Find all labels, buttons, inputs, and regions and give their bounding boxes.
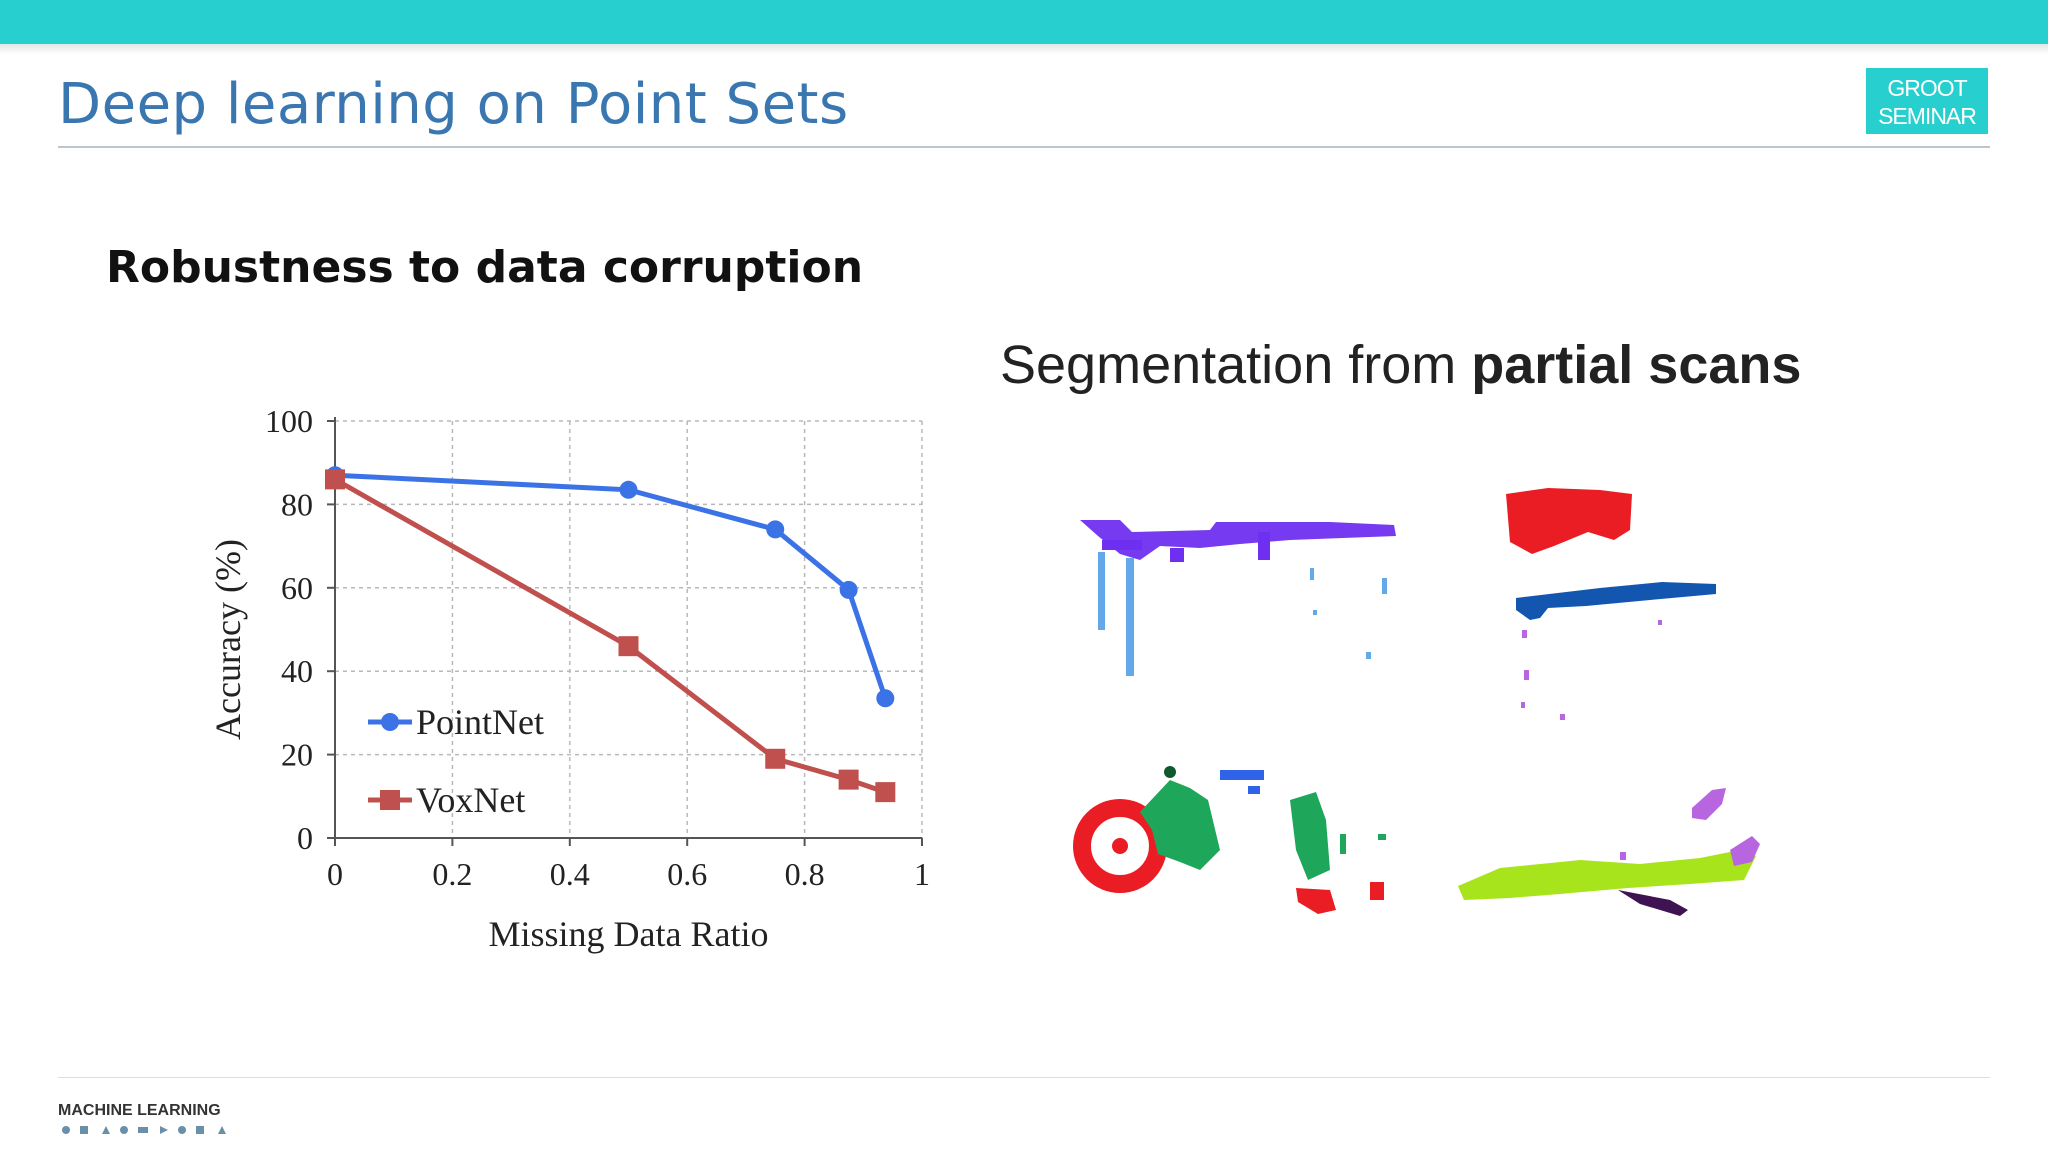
footer-divider — [58, 1077, 1990, 1078]
scan-table — [1080, 520, 1396, 676]
logo-text: MACHINE LEARNING — [58, 1102, 221, 1119]
y-axis-label: Accuracy (%) — [208, 539, 248, 740]
scan-chair — [1506, 488, 1716, 720]
scan-skateboard-car — [1458, 788, 1760, 916]
legend-label-voxnet: VoxNet — [416, 780, 525, 820]
top-bar-shadow — [0, 44, 2048, 54]
data-point-voxnet — [765, 748, 786, 769]
scan-motorbike — [1073, 766, 1386, 914]
slide-title: Deep learning on Point Sets — [58, 72, 849, 137]
accuracy-line-chart: 0 0.2 0.4 0.6 0.8 1 0 20 40 60 80 100 Missing Data R… — [208, 403, 930, 954]
data-point-pointnet — [619, 480, 638, 499]
y-tick-label: 20 — [281, 737, 313, 773]
data-point-pointnet — [766, 520, 785, 539]
legend-marker-pointnet — [381, 713, 399, 731]
logo-icon-row — [62, 1126, 226, 1134]
section-heading: Robustness to data corruption — [106, 242, 864, 293]
title-divider — [58, 146, 1990, 148]
y-tick-label: 60 — [281, 570, 313, 606]
partial-scan-segmentation-figure — [1073, 488, 1760, 916]
y-tick-label: 0 — [297, 820, 313, 856]
badge-line-1: GROOT — [1887, 75, 1967, 101]
x-tick-label: 0.4 — [550, 856, 590, 892]
x-tick-label: 1 — [914, 856, 930, 892]
legend-marker-voxnet — [380, 790, 400, 810]
data-point-voxnet — [875, 782, 896, 803]
scans-title-bold: partial scans — [1471, 335, 1802, 395]
data-point-voxnet — [838, 769, 859, 790]
machine-learning-logo: MACHINE LEARNING — [58, 1088, 233, 1144]
scans-title-regular: Segmentation from — [1000, 335, 1472, 395]
x-tick-label: 0.2 — [432, 856, 472, 892]
legend-label-pointnet: PointNet — [416, 702, 544, 742]
scans-title: Segmentation from partial scans — [1000, 334, 1801, 396]
x-tick-label: 0.8 — [785, 856, 825, 892]
badge-line-2: SEMINAR — [1878, 103, 1977, 129]
x-axis-label: Missing Data Ratio — [489, 914, 769, 954]
y-tick-label: 40 — [281, 653, 313, 689]
x-tick-label: 0 — [327, 856, 343, 892]
groot-seminar-badge: GROOT SEMINAR — [1866, 68, 1988, 134]
data-point-voxnet — [325, 469, 345, 490]
data-point-voxnet — [618, 636, 639, 657]
series-line-voxnet — [333, 477, 887, 795]
series-line-pointnet — [334, 472, 888, 700]
y-tick-label: 100 — [265, 403, 313, 439]
data-point-pointnet — [876, 689, 895, 708]
top-accent-bar — [0, 0, 2048, 44]
data-point-pointnet — [839, 580, 858, 599]
x-tick-label: 0.6 — [667, 856, 707, 892]
y-tick-label: 80 — [281, 486, 313, 522]
